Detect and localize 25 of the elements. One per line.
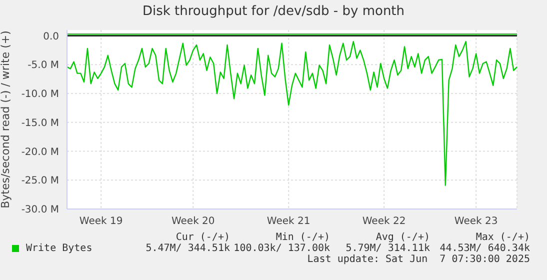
text: Max (-/+) <box>474 232 530 243</box>
y-tick-label: -10.0 M <box>21 89 59 100</box>
y-tick-label: -5.0 M <box>28 60 59 72</box>
y-tick-label: -30.0 M <box>21 204 59 216</box>
y-tick-label: -15.0 M <box>21 118 59 129</box>
text: Last update: Sat Jun 7 07:30:00 2025 <box>306 254 530 265</box>
x-tick-label: Week 23 <box>454 216 498 228</box>
text: Cur (-/+) <box>174 232 230 243</box>
chart-title: Disk throughput for /dev/sdb - by month <box>141 4 406 19</box>
legend-label: Write Bytes <box>25 243 92 254</box>
text: Avg (-/+) <box>374 232 430 243</box>
x-tick-label: Week 22 <box>362 216 406 228</box>
text: 100.03k/ 137.00k <box>232 243 330 254</box>
y-tick-label: 0.0 <box>43 31 59 42</box>
text: 44.53M/ 640.34k <box>438 243 530 254</box>
x-tick-label: Week 21 <box>266 216 310 228</box>
y-axis-title: Bytes/second read (-) / write (+) <box>0 30 12 208</box>
y-tick-label: -20.0 M <box>21 146 59 158</box>
text: 5.79M/ 314.11k <box>344 243 430 254</box>
y-tick-label: -25.0 M <box>21 176 59 187</box>
x-tick-label: Week 20 <box>171 216 215 228</box>
text: Min (-/+) <box>274 232 330 243</box>
x-tick-label: Week 19 <box>79 216 123 228</box>
text: 5.47M/ 344.51k <box>144 243 230 254</box>
line-series <box>66 40 518 186</box>
